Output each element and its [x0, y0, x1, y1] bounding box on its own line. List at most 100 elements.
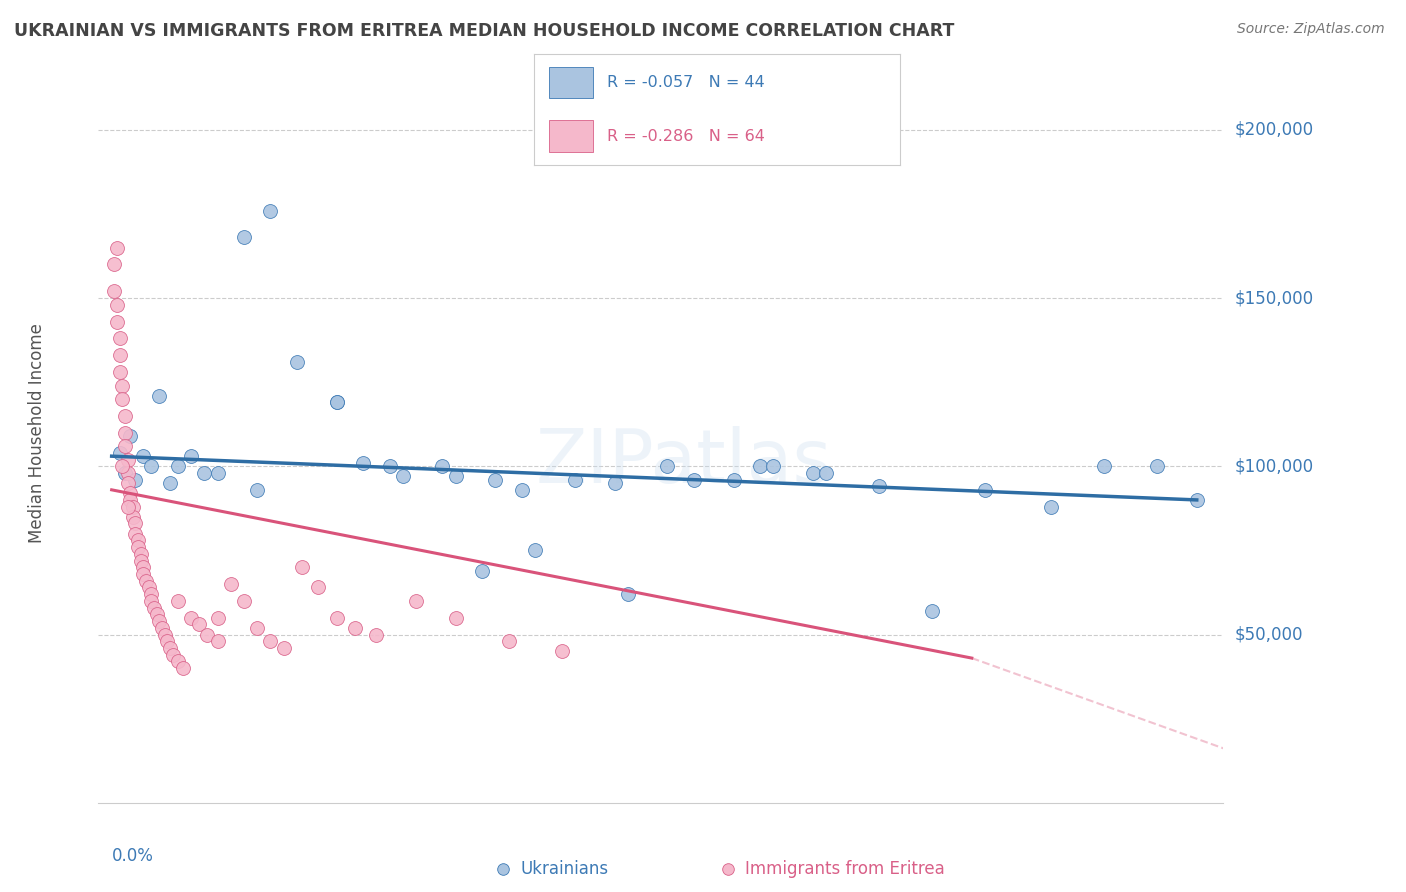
Point [391, 469, 413, 483]
Point [444, 469, 467, 483]
Point [108, 331, 131, 345]
Point [657, 459, 679, 474]
Point [325, 610, 347, 624]
Point [246, 483, 269, 497]
Point [129, 553, 152, 567]
Point [141, 594, 163, 608]
Point [307, 581, 329, 595]
Text: R = -0.286   N = 64: R = -0.286 N = 64 [607, 128, 765, 144]
Point [207, 610, 229, 624]
Text: Immigrants from Eritrea: Immigrants from Eritrea [745, 861, 945, 879]
Point [180, 449, 202, 463]
Point [114, 466, 136, 480]
Point [325, 395, 347, 409]
Point [156, 634, 179, 648]
Point [193, 466, 215, 480]
Point [114, 409, 136, 423]
Point [723, 473, 745, 487]
Point [444, 610, 467, 624]
Point [259, 203, 281, 218]
Point [132, 566, 155, 581]
Point [285, 355, 308, 369]
Point [111, 392, 134, 406]
Point [378, 459, 401, 474]
Point [105, 240, 128, 255]
Point [114, 425, 136, 440]
Point [1146, 459, 1168, 474]
Point [432, 459, 454, 474]
Point [120, 486, 142, 500]
Point [195, 627, 218, 641]
Point [124, 473, 146, 487]
Point [117, 476, 139, 491]
Point [145, 607, 167, 622]
Point [273, 640, 295, 655]
Text: R = -0.057   N = 44: R = -0.057 N = 44 [607, 75, 765, 90]
Point [233, 594, 256, 608]
Point [524, 543, 547, 558]
Point [246, 621, 269, 635]
Point [124, 516, 146, 531]
Point [180, 610, 202, 624]
Point [616, 587, 638, 601]
Point [564, 473, 586, 487]
Point [121, 500, 143, 514]
Text: $100,000: $100,000 [1234, 458, 1313, 475]
Point [117, 500, 139, 514]
Point [120, 492, 142, 507]
Point [141, 587, 163, 601]
Point [103, 285, 125, 299]
Point [103, 257, 125, 271]
Point [1053, 796, 1076, 810]
Point [1185, 492, 1208, 507]
Bar [548, 67, 593, 98]
Point [219, 577, 242, 591]
Point [172, 661, 194, 675]
Text: 0.0%: 0.0% [111, 847, 153, 865]
Point [150, 621, 173, 635]
Point [974, 483, 997, 497]
Point [815, 466, 838, 480]
Point [484, 473, 506, 487]
Text: UKRAINIAN VS IMMIGRANTS FROM ERITREA MEDIAN HOUSEHOLD INCOME CORRELATION CHART: UKRAINIAN VS IMMIGRANTS FROM ERITREA MED… [14, 22, 955, 40]
Point [105, 314, 128, 328]
Point [108, 365, 131, 379]
Point [762, 459, 785, 474]
Point [344, 621, 367, 635]
Point [105, 298, 128, 312]
Point [471, 564, 494, 578]
Point [1092, 459, 1115, 474]
Point [749, 459, 772, 474]
Point [159, 640, 181, 655]
Point [117, 452, 139, 467]
Point [188, 617, 211, 632]
Text: Ukrainians: Ukrainians [520, 861, 609, 879]
Point [132, 449, 155, 463]
Point [127, 533, 149, 548]
Point [683, 473, 706, 487]
Point [111, 459, 134, 474]
Point [550, 644, 572, 658]
Text: $50,000: $50,000 [1234, 625, 1303, 643]
Text: ZIPatlas: ZIPatlas [536, 425, 831, 499]
Bar [548, 120, 593, 152]
Point [1040, 500, 1063, 514]
Point [159, 476, 181, 491]
Point [166, 459, 188, 474]
Point [233, 230, 256, 244]
Point [148, 388, 170, 402]
Point [117, 466, 139, 480]
Point [143, 600, 166, 615]
Point [114, 439, 136, 453]
Point [153, 627, 176, 641]
Text: Source: ZipAtlas.com: Source: ZipAtlas.com [1237, 22, 1385, 37]
Point [366, 627, 388, 641]
Point [135, 574, 157, 588]
Point [291, 560, 314, 574]
Point [510, 483, 533, 497]
Point [111, 378, 134, 392]
Point [120, 429, 142, 443]
Point [108, 348, 131, 362]
Point [132, 560, 155, 574]
Point [138, 581, 160, 595]
